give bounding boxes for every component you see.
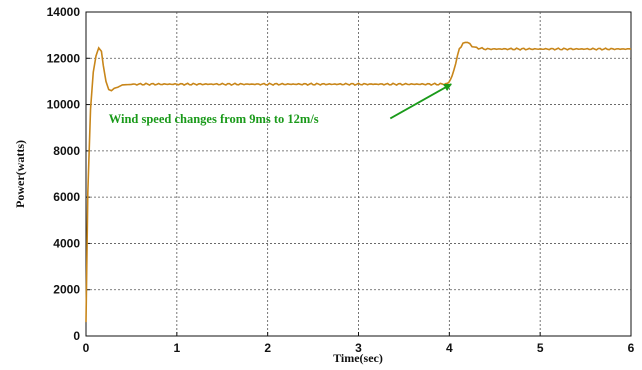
x-axis-label: Time(sec) [333,351,383,365]
y-tick-label: 0 [73,329,80,343]
y-tick-label: 14000 [47,5,81,19]
annotation-text: Wind speed changes from 9ms to 12m/s [109,112,319,126]
x-tick-label: 3 [355,341,362,355]
y-tick-label: 12000 [47,51,81,65]
y-tick-label: 10000 [47,98,81,112]
power-series-line [85,41,632,323]
x-tick-label: 4 [446,341,453,355]
x-tick-label: 5 [537,341,544,355]
y-tick-label: 8000 [53,144,80,158]
grid-lines [86,12,631,336]
y-axis-label: Power(watts) [13,140,27,208]
x-tick-label: 6 [628,341,635,355]
y-tick-label: 4000 [53,236,80,250]
x-tick-label: 1 [173,341,180,355]
y-tick-label: 2000 [53,283,80,297]
y-tick-label: 6000 [53,190,80,204]
annotation-arrow [389,83,453,120]
x-tick-label: 0 [83,341,90,355]
axis-ticks: 0 1 2 3 4 5 6 0 2000 4000 6000 8000 10000 12000 14000 [47,5,635,355]
x-tick-label: 2 [264,341,271,355]
